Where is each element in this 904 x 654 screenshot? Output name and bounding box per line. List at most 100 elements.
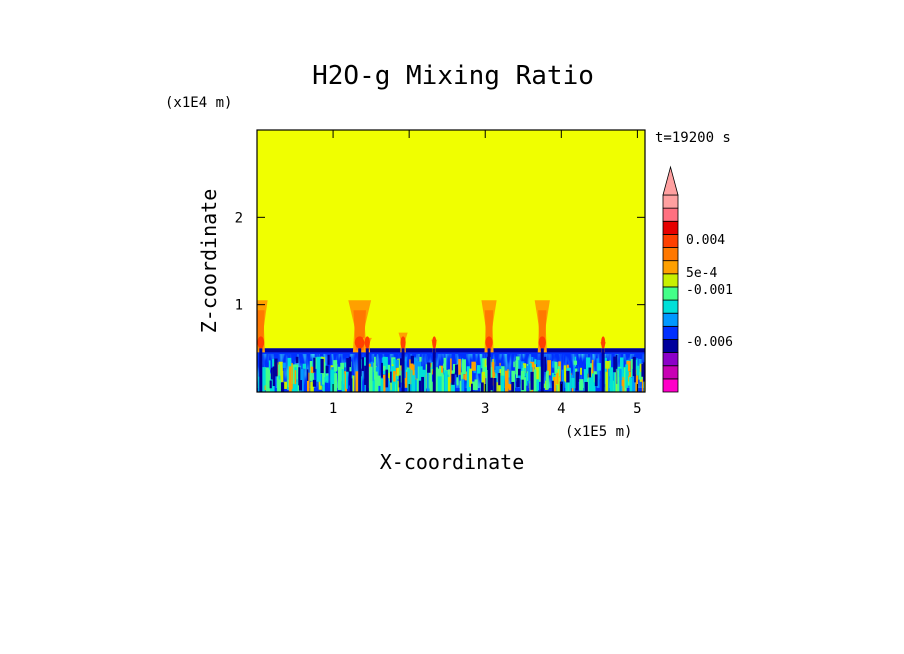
turbulence-cell bbox=[291, 364, 295, 384]
colorbar-segment bbox=[662, 220, 679, 235]
turbulence-cell bbox=[621, 379, 624, 386]
y-tick-label: 2 bbox=[235, 210, 243, 226]
turbulence-cell bbox=[268, 360, 271, 370]
downdraft-cell bbox=[390, 371, 392, 383]
turbulence-cell bbox=[563, 365, 567, 382]
turbulence-cell bbox=[557, 377, 561, 392]
downdraft-cell bbox=[588, 367, 592, 378]
turbulence-cell bbox=[283, 381, 287, 389]
turbulence-cell bbox=[571, 377, 575, 389]
x-tick-label: 2 bbox=[405, 401, 413, 417]
turbulence-cell bbox=[396, 375, 400, 380]
turbulence-cell bbox=[390, 374, 392, 391]
colorbar-segment bbox=[662, 299, 679, 314]
colorbar-label: -0.006 bbox=[686, 335, 733, 350]
turbulence-cell bbox=[526, 365, 529, 372]
turbulence-cell bbox=[641, 369, 643, 392]
downdraft-cell bbox=[480, 382, 484, 392]
turbulence-cell bbox=[341, 369, 344, 392]
downdraft-cell bbox=[498, 373, 501, 386]
turbulence-cell bbox=[632, 368, 636, 392]
turbulence-cell bbox=[310, 366, 316, 373]
turbulence-cell bbox=[443, 357, 447, 381]
turbulence-cell bbox=[346, 369, 350, 374]
downdraft-cell bbox=[327, 354, 330, 365]
turbulence-cell bbox=[261, 367, 267, 388]
downdraft-cell bbox=[575, 371, 579, 391]
turbulence-cell bbox=[500, 375, 505, 392]
turbulence-cell bbox=[446, 377, 451, 392]
downdraft-cell bbox=[584, 381, 588, 392]
turbulence-cell bbox=[458, 358, 461, 375]
turbulence-cell bbox=[525, 373, 528, 386]
turbulence-cell bbox=[344, 362, 347, 368]
turbulence-cell bbox=[590, 373, 595, 392]
turbulence-cell bbox=[409, 359, 414, 377]
turbulence-cell bbox=[636, 365, 640, 376]
turbulence-cell bbox=[515, 360, 519, 375]
turbulence-cell bbox=[355, 371, 359, 392]
turbulence-cell bbox=[442, 381, 446, 392]
turbulence-cell bbox=[386, 364, 391, 374]
y-axis-label: Z-coordinate bbox=[197, 189, 221, 334]
turbulence-cell bbox=[619, 369, 622, 392]
turbulence-cell bbox=[316, 356, 321, 382]
turbulence-cell bbox=[609, 367, 613, 392]
turbulence-cell bbox=[537, 360, 541, 370]
downdraft-cell bbox=[295, 356, 299, 364]
turbulence-cell bbox=[596, 369, 600, 388]
x-tick-label: 3 bbox=[481, 401, 489, 417]
turbulence-cell bbox=[417, 361, 422, 367]
x-axis: 1 2 3 4 5 bbox=[329, 130, 642, 417]
turbulence-cell bbox=[332, 373, 338, 392]
turbulence-cell bbox=[554, 361, 558, 374]
turbulence-cell bbox=[459, 380, 462, 392]
colorbar-segment bbox=[662, 273, 679, 288]
downdraft-cell bbox=[511, 381, 515, 392]
turbulence-cell bbox=[626, 360, 631, 372]
turbulence-cell bbox=[403, 361, 406, 378]
downdraft-cell bbox=[346, 358, 350, 372]
turbulence-cell bbox=[494, 372, 496, 378]
turbulence-cell bbox=[395, 376, 398, 392]
turbulence-cell bbox=[450, 358, 452, 383]
turbulence-cell bbox=[264, 385, 266, 390]
turbulence-cell bbox=[405, 356, 407, 370]
turbulence-cell bbox=[591, 359, 594, 374]
turbulence-cell bbox=[390, 366, 395, 392]
turbulence-cell bbox=[318, 376, 322, 390]
colorbar-segment bbox=[662, 233, 679, 248]
plume-stem bbox=[540, 348, 544, 392]
colorbar-label: 5e-4 bbox=[686, 266, 717, 281]
turbulence-cell bbox=[312, 366, 314, 388]
turbulence-cell bbox=[368, 366, 373, 392]
turbulence-cell bbox=[345, 365, 348, 389]
colorbar-arrow bbox=[662, 165, 679, 196]
turbulence-cell bbox=[511, 370, 515, 392]
downdraft-cell bbox=[493, 378, 497, 392]
turbulence-cell bbox=[464, 371, 469, 381]
turbulence-cell bbox=[630, 358, 634, 378]
turbulence-cell bbox=[375, 371, 378, 391]
turbulence-cell bbox=[398, 358, 403, 376]
turbulence-cell bbox=[588, 376, 593, 392]
turbulence-cell bbox=[565, 374, 568, 392]
downdraft-cell bbox=[272, 366, 276, 387]
turbulence-cell bbox=[466, 366, 470, 392]
colorbar-segment bbox=[662, 247, 679, 262]
downdraft-cell bbox=[418, 380, 422, 392]
downdraft-cell bbox=[530, 371, 534, 390]
turbulence-cell bbox=[324, 361, 326, 378]
plume-stem bbox=[401, 348, 405, 392]
turbulence-cell bbox=[480, 358, 483, 369]
turbulence-cell bbox=[547, 360, 551, 376]
downdraft-cell bbox=[313, 357, 316, 373]
x-tick-label: 5 bbox=[633, 401, 641, 417]
downdraft-cell bbox=[566, 370, 570, 383]
turbulence-cell bbox=[300, 368, 304, 392]
turbulence-cell bbox=[374, 356, 376, 380]
turbulence-cell bbox=[389, 371, 391, 392]
turbulence-cell bbox=[444, 370, 448, 392]
turbulence-cell bbox=[535, 367, 540, 380]
turbulence-cell bbox=[441, 376, 444, 392]
